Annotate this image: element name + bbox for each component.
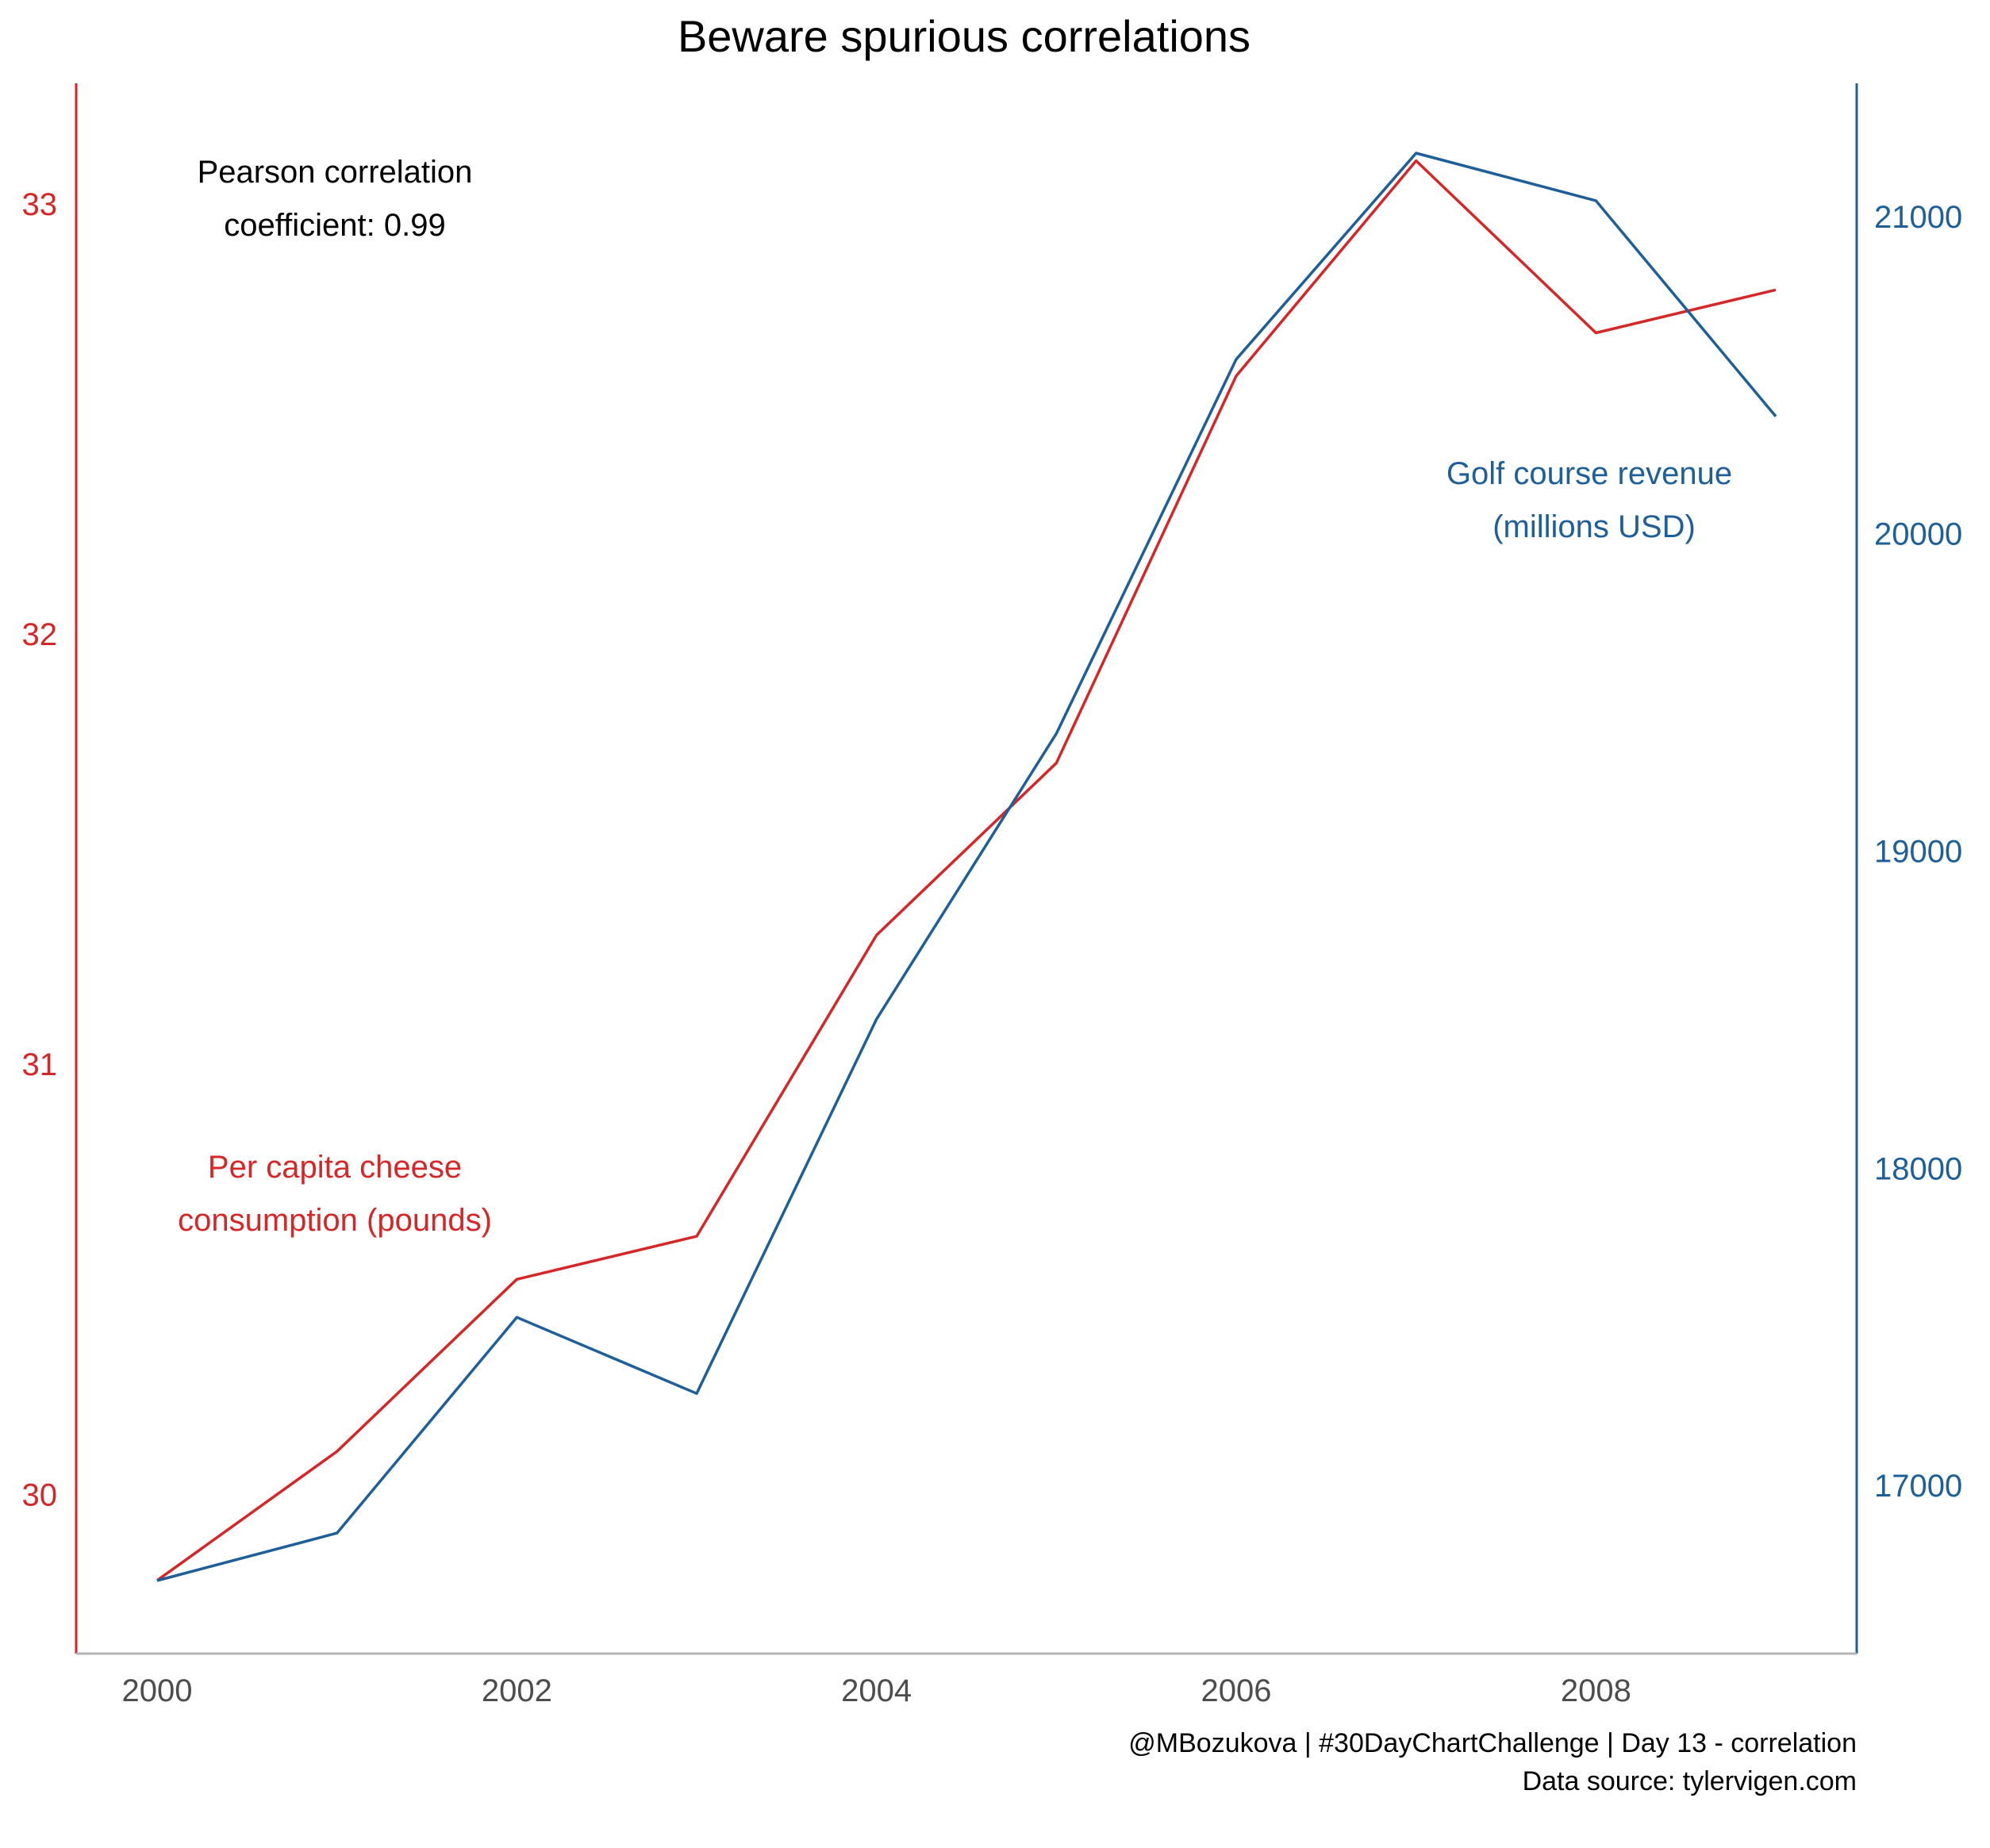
cheese-series-line <box>156 159 1777 1582</box>
x-tick-labels: 2000 2002 2004 2006 2008 <box>122 1673 1631 1708</box>
cheese-series-label-line1: Per capita cheese <box>208 1150 462 1185</box>
x-tick-label: 2000 <box>122 1673 193 1708</box>
caption-line1: @MBozukova | #30DayChartChallenge | Day … <box>1128 1728 1857 1758</box>
caption-line2: Data source: tylervigen.com <box>1523 1766 1857 1796</box>
x-tick-label: 2006 <box>1201 1673 1272 1708</box>
pearson-annotation-line2: coefficient: 0.99 <box>224 208 445 243</box>
cheese-series-label-line2: consumption (pounds) <box>178 1203 492 1238</box>
x-tick-label: 2002 <box>482 1673 552 1708</box>
golf-series-label-line1: Golf course revenue <box>1446 456 1732 491</box>
series-lines <box>156 152 1777 1582</box>
right-tick-label: 20000 <box>1874 517 1962 552</box>
left-tick-label: 32 <box>22 617 58 652</box>
chart-title: Beware spurious correlations <box>678 11 1250 61</box>
left-tick-label: 33 <box>22 187 58 222</box>
right-tick-labels: 17000 18000 19000 20000 21000 <box>1874 200 1962 1504</box>
left-tick-label: 31 <box>22 1047 58 1082</box>
golf-series-line <box>156 152 1777 1582</box>
left-tick-label: 30 <box>22 1477 58 1512</box>
left-tick-labels: 30 31 32 33 <box>22 187 58 1513</box>
right-tick-label: 18000 <box>1874 1151 1962 1186</box>
x-tick-label: 2008 <box>1561 1673 1631 1708</box>
right-tick-label: 19000 <box>1874 835 1962 870</box>
right-tick-label: 21000 <box>1874 200 1962 235</box>
right-tick-label: 17000 <box>1874 1469 1962 1504</box>
x-tick-label: 2004 <box>841 1673 912 1708</box>
golf-series-label-line2: (millions USD) <box>1492 509 1696 544</box>
pearson-annotation-line1: Pearson correlation <box>198 155 473 190</box>
